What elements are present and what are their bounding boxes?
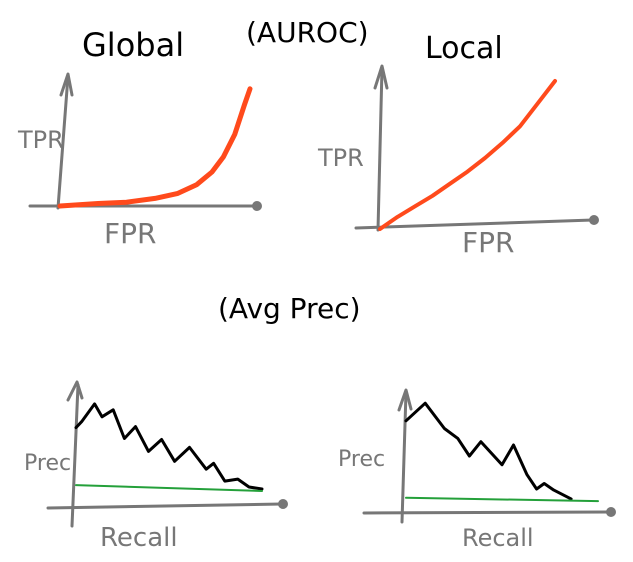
x-axis <box>46 502 284 510</box>
curve-series-line <box>57 86 253 209</box>
avgprec-title: (Avg Prec) <box>218 292 361 325</box>
x-axis-end-dot <box>278 499 288 509</box>
y-axis-label: Prec <box>24 451 71 476</box>
curve-series-line <box>378 79 557 231</box>
local-title: Local <box>425 31 503 66</box>
baseline-series-line <box>75 484 263 492</box>
y-axis-arrowhead <box>66 380 84 402</box>
y-axis-label: TPR <box>17 126 64 154</box>
y-axis-arrowhead <box>373 64 389 90</box>
y-axis <box>70 383 80 528</box>
avgprec-left-chart: Prec Recall <box>24 380 288 553</box>
x-axis-label: Recall <box>462 524 534 552</box>
baseline-series-line <box>405 496 599 503</box>
auroc-title: (AUROC) <box>246 16 369 49</box>
y-axis-label: Prec <box>338 447 385 472</box>
y-axis <box>56 74 70 210</box>
y-axis <box>400 390 408 524</box>
global-title: Global <box>82 26 184 64</box>
x-axis-end-dot <box>252 201 262 211</box>
x-axis-label: FPR <box>104 217 156 250</box>
local-roc-chart: TPR FPR <box>317 64 599 259</box>
avgprec-right-chart: Prec Recall <box>338 388 616 552</box>
global-roc-chart: TPR FPR <box>17 72 262 250</box>
x-axis-end-dot <box>606 507 616 517</box>
series-layer <box>74 402 264 492</box>
y-axis-arrowhead <box>59 72 74 97</box>
y-axis-label: TPR <box>317 144 364 172</box>
x-axis-label: Recall <box>100 523 178 553</box>
x-axis-label: FPR <box>462 226 514 259</box>
curve-series-line <box>74 402 264 491</box>
series-layer <box>378 79 557 231</box>
y-axis-arrowhead <box>397 388 413 412</box>
series-layer <box>57 86 253 209</box>
y-axis <box>376 66 384 232</box>
x-axis-end-dot <box>589 215 599 225</box>
series-layer <box>404 401 599 503</box>
x-axis <box>354 218 595 230</box>
x-axis <box>362 510 612 515</box>
curve-series-line <box>404 401 573 501</box>
